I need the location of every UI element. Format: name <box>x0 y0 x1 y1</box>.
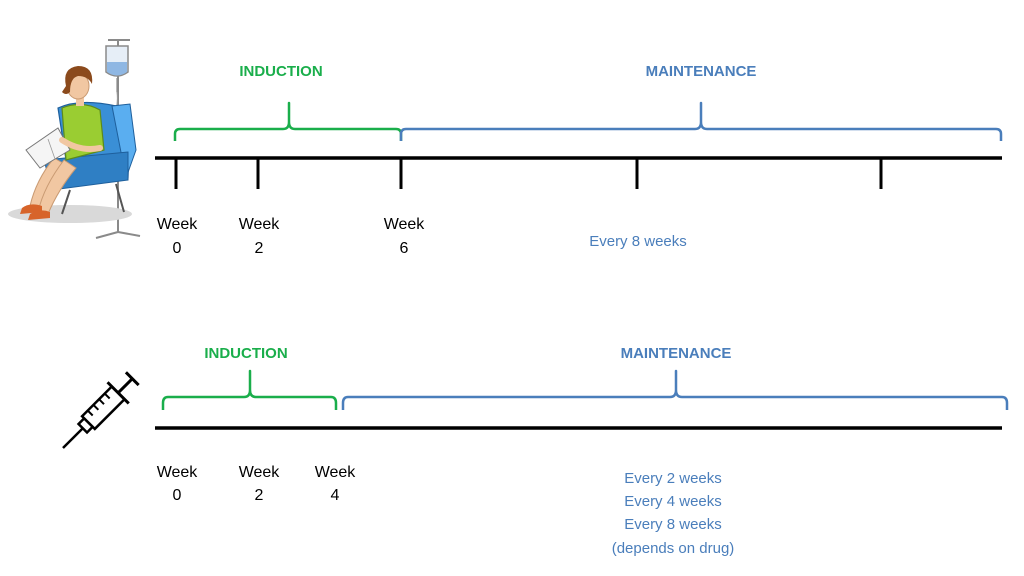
syringe-icon <box>62 371 140 449</box>
week-number: 6 <box>400 240 409 257</box>
frequency-label: Every 8 weeks <box>589 233 687 250</box>
week-number: 2 <box>255 240 264 257</box>
frequency-note: (depends on drug) <box>612 540 735 557</box>
maintenance-label: MAINTENANCE <box>621 345 732 362</box>
week-number: 0 <box>173 240 182 257</box>
week-label: Week <box>157 464 199 481</box>
maintenance-label: MAINTENANCE <box>646 63 757 80</box>
week-number: 0 <box>173 487 182 504</box>
frequency-line: Every 2 weeks <box>624 470 722 487</box>
frequency-line: Every 8 weeks <box>624 516 722 533</box>
induction-label: INDUCTION <box>239 63 322 80</box>
maintenance-bracket <box>399 101 1003 141</box>
week-number: 4 <box>331 487 340 504</box>
induction-bracket <box>161 369 338 410</box>
week-label: Week <box>239 216 281 233</box>
infusion-patient-icon <box>8 39 141 239</box>
induction-label: INDUCTION <box>204 345 287 362</box>
week-label: Week <box>384 216 426 233</box>
week-label: Week <box>157 216 199 233</box>
frequency-line: Every 4 weeks <box>624 493 722 510</box>
induction-bracket <box>173 101 403 141</box>
week-number: 2 <box>255 487 264 504</box>
maintenance-bracket <box>341 369 1009 410</box>
week-label: Week <box>239 464 281 481</box>
week-label: Week <box>315 464 357 481</box>
